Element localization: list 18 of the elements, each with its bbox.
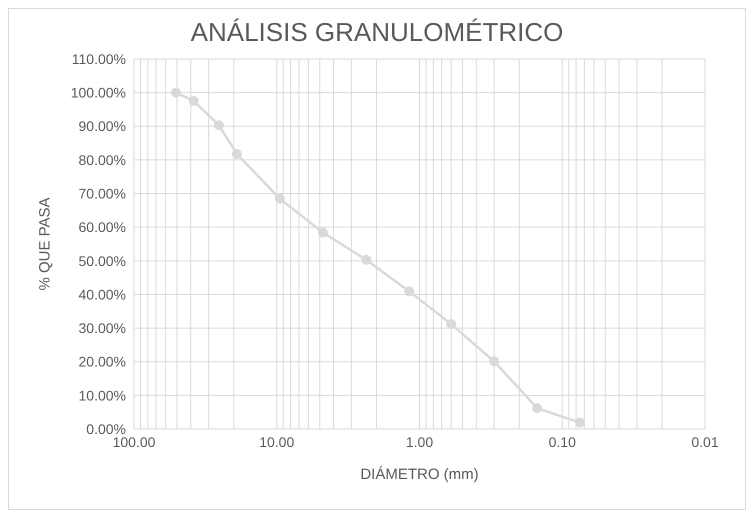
x-tick-label: 0.10: [548, 434, 576, 450]
y-tick-label: 30.00%: [78, 320, 126, 336]
y-tick-label: 50.00%: [78, 252, 126, 269]
y-tick-label: 100.00%: [70, 84, 126, 101]
x-tick-label: 10.00: [259, 434, 294, 450]
x-tick-label: 0.01: [691, 434, 719, 450]
y-tick-label: 80.00%: [78, 152, 126, 168]
y-tick-label: 40.00%: [78, 286, 126, 302]
y-tick-label: 70.00%: [78, 186, 126, 202]
y-tick-label: 90.00%: [78, 118, 126, 134]
x-tick-label: 1.00: [406, 434, 434, 450]
y-tick-label: 110.00%: [72, 50, 126, 67]
y-axis-title: % QUE PASA: [36, 197, 54, 291]
y-tick-label: 60.00%: [78, 219, 126, 236]
x-axis-title: DIÁMETRO (mm): [360, 465, 479, 483]
y-tick-label: 20.00%: [78, 354, 126, 370]
y-tick-label: 10.00%: [78, 387, 126, 404]
chart-title: ANÁLISIS GRANULOMÉTRICO: [190, 17, 564, 48]
